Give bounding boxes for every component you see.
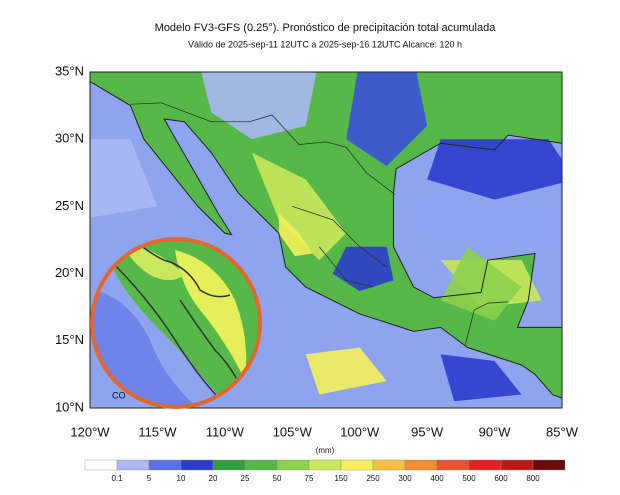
lon-label: 115°W: [138, 424, 177, 439]
border: [130, 102, 396, 195]
colorbar-segment: [436, 459, 470, 471]
border: [292, 206, 387, 268]
precip-area: [413, 192, 562, 247]
lat-label: 20°N: [55, 265, 84, 280]
colorbar-segment: [244, 459, 278, 471]
colorbar-segment: [372, 459, 406, 471]
colorbar-label: 150: [334, 474, 348, 483]
colorbar-label: 20: [209, 474, 218, 483]
precip-area: [251, 152, 347, 261]
colorbar-segment: [500, 459, 534, 471]
magnifier: [90, 237, 262, 409]
map-frame: [89, 71, 563, 409]
colorbar-label: 300: [398, 474, 412, 483]
title: Modelo FV3-GFS (0.25°). Pronóstico de pr…: [155, 22, 497, 34]
precip-area: [305, 347, 387, 395]
coastline: [90, 80, 562, 399]
colorbar-label: 600: [494, 474, 508, 483]
precip-area: [90, 139, 158, 218]
colorbar-label: 5: [147, 474, 152, 483]
lat-label: 25°N: [55, 198, 84, 213]
lat-label: 35°N: [55, 63, 84, 78]
lon-label: 85°W: [546, 424, 579, 439]
precip-area: [278, 213, 313, 257]
colorbar-label: 0.1: [111, 474, 123, 483]
colorbar-label: 800: [526, 474, 540, 483]
lon-label: 100°W: [340, 424, 380, 439]
logo-text: CO: [112, 390, 126, 400]
colorbar-segment: [116, 459, 150, 471]
lat-label: 30°N: [55, 131, 84, 146]
colorbar-label: 10: [177, 474, 186, 483]
precip-area: [427, 139, 562, 200]
colorbar-label: 500: [462, 474, 476, 483]
colorbar-label: 25: [241, 474, 250, 483]
precip-area: [332, 246, 394, 292]
colorbar-segment: [404, 459, 438, 471]
lon-label: 95°W: [411, 424, 444, 439]
subtitle: Válido de 2025-sep-11 12UTC a 2025-sep-1…: [188, 39, 462, 49]
colorbar-segment: [148, 459, 182, 471]
lon-label: 110°W: [206, 424, 245, 439]
colorbar-segment: [468, 459, 502, 471]
colorbar-segment: [276, 459, 310, 471]
border: [464, 301, 509, 347]
precip-area: [440, 354, 522, 402]
colorbar-label: 75: [305, 474, 314, 483]
colorbar-segment: [340, 459, 374, 471]
colorbar-label: 250: [366, 474, 380, 483]
colorbar-segment: [84, 459, 118, 471]
border: [318, 246, 374, 288]
colorbar-segment: [308, 459, 342, 471]
colorbar-label: 400: [430, 474, 444, 483]
lon-label: 105°W: [273, 424, 313, 439]
colorbar-unit: (mm): [316, 446, 335, 455]
lon-label: 120°W: [70, 424, 110, 439]
colorbar-segment: [212, 459, 246, 471]
lat-label: 10°N: [55, 399, 84, 414]
colorbar-segment: [180, 459, 214, 471]
colorbar-label: 50: [273, 474, 282, 483]
lon-label: 90°W: [479, 424, 512, 439]
precip-area: [201, 72, 317, 140]
lat-label: 15°N: [55, 332, 84, 347]
colorbar-segment: [532, 459, 566, 471]
precip-area: [346, 72, 428, 167]
